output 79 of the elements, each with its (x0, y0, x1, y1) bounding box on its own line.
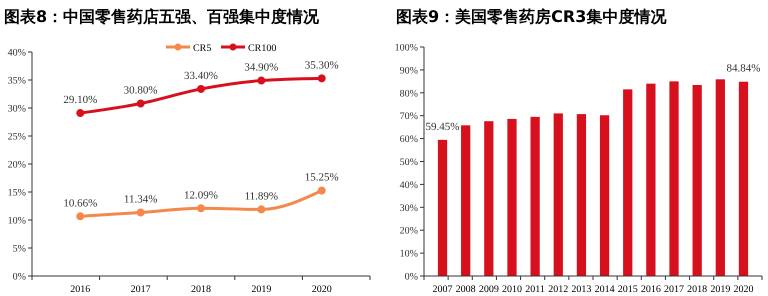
bar (646, 84, 656, 276)
x-tick-label: 2012 (548, 284, 568, 295)
legend-label: CR5 (193, 43, 212, 54)
y-tick-label: 30% (400, 202, 418, 214)
data-label: 59.45% (426, 120, 460, 133)
x-tick-label: 2020 (733, 284, 754, 295)
x-tick-label: 2019 (710, 284, 730, 295)
x-tick-label: 2013 (571, 284, 592, 295)
bar (716, 79, 725, 276)
x-tick-label: 2020 (312, 284, 332, 295)
point (318, 186, 326, 195)
x-tick-label: 2016 (640, 284, 661, 295)
x-tick-label: 2010 (502, 284, 522, 295)
bar (554, 113, 563, 276)
x-tick-label: 2011 (525, 284, 545, 295)
data-label: 12.09% (184, 189, 218, 202)
y-tick-label: 80% (400, 88, 418, 100)
y-tick-label: 70% (400, 111, 418, 122)
point (257, 205, 266, 214)
data-label: 11.34% (124, 193, 158, 206)
bar (669, 81, 679, 276)
y-tick-label: 40% (400, 180, 418, 191)
bar (623, 89, 632, 276)
x-tick-label: 2009 (478, 284, 499, 295)
y-tick-label: 60% (400, 134, 418, 146)
data-label: 29.10% (63, 94, 98, 106)
chart-title: 图表9：美国零售药房CR3集中度情况 (396, 7, 668, 26)
bar (461, 125, 470, 276)
x-tick-label: 2019 (251, 284, 272, 295)
bar (600, 115, 610, 276)
y-tick-label: 35% (8, 76, 26, 86)
x-tick-label: 2007 (432, 284, 453, 295)
x-tick-label: 2015 (618, 284, 638, 295)
y-tick-label: 50% (400, 157, 418, 168)
bar (484, 121, 494, 276)
data-label: 15.25% (304, 172, 339, 184)
point (257, 76, 266, 85)
x-tick-label: 2016 (70, 284, 90, 295)
point (318, 74, 326, 82)
data-label: 30.80% (124, 84, 158, 97)
y-tick-label: 90% (400, 65, 418, 76)
data-label: 35.30% (304, 59, 339, 72)
y-tick-label: 15% (8, 188, 26, 198)
bar (738, 82, 748, 276)
point (76, 109, 84, 118)
bar (692, 85, 702, 276)
y-tick-label: 100% (394, 42, 418, 54)
point (197, 84, 205, 93)
x-tick-label: 2017 (664, 284, 684, 295)
data-label: 34.90% (244, 62, 278, 74)
data-label: 84.84% (726, 62, 760, 75)
y-tick-label: 40% (8, 48, 26, 58)
x-tick-label: 2014 (594, 284, 615, 295)
x-tick-label: 2018 (191, 284, 211, 295)
y-tick-label: 10% (400, 248, 418, 260)
data-label: 11.89% (244, 190, 278, 202)
y-tick-label: 25% (8, 132, 26, 142)
x-tick-label: 2018 (687, 284, 708, 295)
x-tick-label: 2017 (130, 284, 151, 295)
y-tick-label: 0% (12, 272, 26, 282)
legend-label: CR100 (248, 43, 276, 54)
bar (507, 118, 517, 276)
bar (438, 140, 448, 276)
y-tick-label: 10% (8, 216, 26, 226)
data-label: 10.66% (63, 197, 98, 210)
y-tick-label: 30% (8, 104, 26, 114)
chart-title: 图表8：中国零售药店五强、百强集中度情况 (4, 7, 320, 26)
point (197, 204, 205, 212)
y-tick-label: 20% (400, 226, 418, 237)
y-tick-label: 0% (404, 272, 418, 282)
y-tick-label: 5% (12, 244, 26, 254)
point (76, 212, 84, 220)
point (136, 208, 145, 216)
y-tick-label: 20% (8, 160, 26, 170)
data-label: 33.40% (184, 70, 218, 82)
x-tick-label: 2008 (456, 284, 476, 295)
bar (530, 116, 540, 276)
point (136, 100, 145, 108)
bar (576, 114, 586, 276)
